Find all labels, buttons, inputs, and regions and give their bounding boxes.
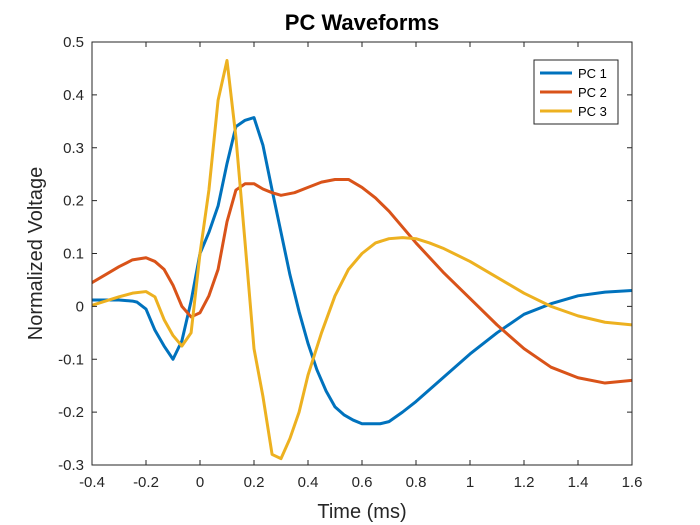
x-tick-label: 0.4 — [298, 474, 319, 491]
series-layer — [92, 59, 632, 461]
x-tick-label: 0.8 — [406, 474, 427, 491]
legend: PC 1 PC 2 PC 3 — [533, 59, 619, 125]
x-tick-label: 1.2 — [514, 474, 535, 491]
x-tick-label: 1.4 — [568, 474, 589, 491]
chart-title: PC Waveforms — [285, 10, 439, 35]
y-tick-label: -0.1 — [58, 351, 84, 368]
y-tick-label: -0.2 — [58, 404, 84, 421]
series-line-pc-2 — [92, 177, 632, 385]
x-tick-label: -0.2 — [133, 474, 159, 491]
legend-label-pc-3: PC 3 — [578, 104, 607, 119]
y-tick-label: 0.3 — [63, 140, 84, 157]
axes-layer: -0.4 -0.2 0 0.2 0.4 0.6 0.8 1 1.2 1.4 1.6 -0.3 -0.2 -… — [58, 34, 642, 491]
legend-label-pc-1: PC 1 — [578, 66, 607, 81]
y-tick-label: 0.4 — [63, 87, 84, 104]
y-tick-label: 0.5 — [63, 34, 84, 51]
legend-box — [533, 59, 619, 125]
y-tick-label: 0.2 — [63, 193, 84, 210]
y-tick-label: 0 — [76, 298, 84, 315]
legend-label-pc-2: PC 2 — [578, 85, 607, 100]
y-tick-label: -0.3 — [58, 457, 84, 474]
x-tick-label: 0.2 — [244, 474, 265, 491]
x-axis-label: Time (ms) — [317, 501, 406, 523]
x-tick-label: -0.4 — [79, 474, 105, 491]
series-line-pc-1 — [92, 116, 632, 426]
x-tick-label: 1.6 — [622, 474, 643, 491]
x-tick-label: 0 — [196, 474, 204, 491]
y-tick-label: 0.1 — [63, 246, 84, 263]
x-tick-label: 1 — [466, 474, 474, 491]
x-tick-label: 0.6 — [352, 474, 373, 491]
y-axis-label: Normalized Voltage — [25, 167, 47, 340]
series-line-pc-3 — [92, 59, 632, 461]
